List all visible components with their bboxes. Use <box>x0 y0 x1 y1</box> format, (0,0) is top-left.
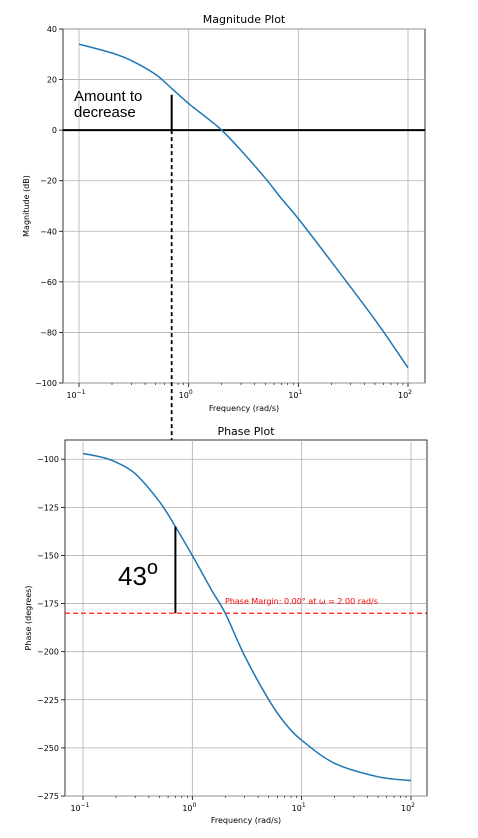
y-tick-label: −225 <box>37 696 59 705</box>
y-tick-label: −150 <box>37 551 59 560</box>
x-tick-label: 101 <box>288 389 302 400</box>
phase-margin-label: Phase Margin: 0.00° at ω = 2.00 rad/s <box>225 597 378 606</box>
y-tick-label: 20 <box>47 76 57 85</box>
phase-curve <box>82 452 412 782</box>
y-tick-label: −175 <box>37 600 59 609</box>
y-tick-label: 0 <box>52 126 57 135</box>
magnitude-y-ticks: 40 20 0 −20 −40 −60 −80 −100 <box>35 25 63 388</box>
magnitude-curve <box>78 43 409 369</box>
phase-plot: 10−1 100 101 102 −100 −125 −150 −175 −200 −225 −2… <box>24 425 428 825</box>
x-tick-label: 100 <box>179 389 193 400</box>
x-tick-label: 102 <box>398 389 412 400</box>
annotation-line-1: Amount to <box>74 88 142 105</box>
y-tick-label: −100 <box>37 455 59 464</box>
y-tick-label: −60 <box>40 278 57 287</box>
phase-title: Phase Plot <box>217 425 275 438</box>
phase-x-label: Frequency (rad/s) <box>211 816 281 825</box>
y-tick-label: −100 <box>35 379 57 388</box>
magnitude-plot: 10−1 100 101 102 40 20 0 −20 −40 −60 −80 −100 Amou… <box>22 13 426 413</box>
magnitude-x-ticks: 10−1 100 101 102 <box>66 383 412 400</box>
x-tick-label: 102 <box>401 802 415 813</box>
y-tick-label: −20 <box>40 177 57 186</box>
phase-43-value: 43 <box>118 561 147 591</box>
phase-y-ticks: −100 −125 −150 −175 −200 −225 −250 −275 <box>37 455 65 801</box>
phase-grid <box>65 440 427 797</box>
y-tick-label: −40 <box>40 227 57 236</box>
magnitude-x-label: Frequency (rad/s) <box>209 404 279 413</box>
amount-to-decrease-label: Amount to decrease <box>74 88 147 121</box>
magnitude-y-label: Magnitude (dB) <box>22 175 31 237</box>
y-tick-label: −275 <box>37 792 59 801</box>
phase-x-ticks: 10−1 100 101 102 <box>70 796 415 813</box>
y-tick-label: −200 <box>37 648 59 657</box>
magnitude-title: Magnitude Plot <box>203 13 286 26</box>
y-tick-label: −125 <box>37 503 59 512</box>
degree-symbol: o <box>147 557 158 579</box>
phase-y-label: Phase (degrees) <box>24 586 33 651</box>
x-tick-label: 100 <box>182 802 196 813</box>
x-tick-label: 101 <box>292 802 306 813</box>
annotation-line-2: decrease <box>74 104 136 121</box>
y-tick-label: −80 <box>40 328 57 337</box>
phase-43-degree-label: 43o <box>118 557 158 591</box>
x-tick-label: 10−1 <box>70 802 89 813</box>
y-tick-label: −250 <box>37 744 59 753</box>
phase-plot-area <box>64 439 428 797</box>
magnitude-plot-area <box>62 28 426 384</box>
x-tick-label: 10−1 <box>66 389 85 400</box>
y-tick-label: 40 <box>47 25 57 34</box>
